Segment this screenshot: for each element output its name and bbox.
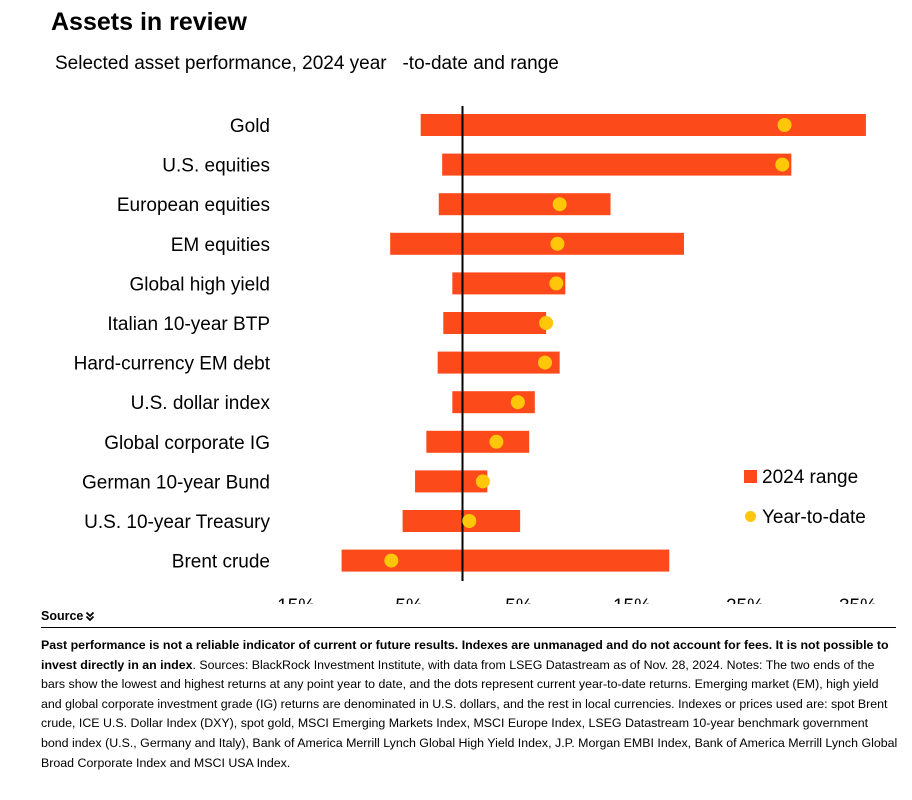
range-chart: Gold U.S. equities European equities EM equ… [74, 106, 877, 605]
range-bar [420, 114, 866, 136]
range-bar [402, 510, 521, 532]
x-tick-label: 15% [613, 596, 651, 605]
category-label: Global high yield [130, 274, 270, 295]
x-tick-label: -5% [389, 596, 423, 605]
range-bar [437, 351, 560, 374]
ytd-dot [475, 474, 490, 489]
chart-title: Assets in review [51, 8, 247, 36]
divider [41, 627, 896, 628]
ytd-dot [775, 157, 790, 172]
range-bar [415, 470, 488, 493]
category-label: Global corporate IG [104, 433, 270, 454]
category-label: EM equities [171, 235, 270, 256]
chart-subtitle: Selected asset performance, 2024 year -t… [55, 53, 559, 74]
category-label: German 10-year Bund [82, 472, 270, 493]
legend-range-label: 2024 range [762, 467, 858, 488]
ytd-dot [537, 355, 552, 370]
legend: 2024 range Year-to-date [744, 467, 866, 528]
range-bar [341, 549, 670, 572]
range-bar [443, 312, 547, 334]
range-bar [438, 193, 611, 216]
range-bars [341, 114, 866, 572]
range-bar [426, 430, 530, 453]
x-tick-label: 5% [505, 596, 533, 605]
category-label: U.S. equities [162, 156, 270, 177]
x-tick-label: 25% [726, 596, 764, 605]
ytd-dots [384, 118, 792, 568]
category-label: U.S. dollar index [131, 393, 271, 414]
range-bar [442, 153, 792, 176]
legend-ytd-label: Year-to-date [762, 507, 866, 528]
category-label: European equities [117, 195, 270, 216]
source-notes: Past performance is not a reliable indic… [41, 636, 899, 773]
ytd-dot [510, 395, 525, 410]
disclaimer-text: Past performance is not a reliable indic… [41, 638, 889, 672]
range-bar [452, 272, 566, 295]
ytd-dot [462, 514, 477, 528]
notes-text: . Sources: BlackRock Investment Institut… [41, 657, 898, 770]
source-toggle[interactable]: Source [41, 609, 95, 623]
source-label: Source [41, 609, 84, 623]
category-label: U.S. 10-year Treasury [84, 512, 270, 533]
x-tick-label: -15% [271, 596, 315, 605]
category-label: Brent crude [172, 552, 270, 573]
ytd-dot [489, 434, 504, 449]
x-tick-label: 35% [839, 596, 877, 605]
category-label: Hard-currency EM debt [74, 354, 271, 375]
x-axis-ticks: -15% -5% 5% 15% 25% 35% [271, 596, 877, 605]
ytd-dot [384, 553, 399, 568]
ytd-dot [549, 276, 564, 291]
ytd-dot [552, 197, 567, 212]
range-bar [390, 232, 684, 255]
double-chevron-down-icon [86, 611, 95, 622]
category-labels: Gold U.S. equities European equities EM equ… [74, 116, 271, 573]
category-label: Gold [230, 116, 270, 137]
ytd-dot [777, 118, 792, 132]
ytd-dot [539, 316, 554, 330]
category-label: Italian 10-year BTP [107, 314, 270, 335]
legend-range-swatch [744, 470, 757, 483]
legend-ytd-swatch [745, 511, 756, 522]
ytd-dot [550, 236, 565, 251]
